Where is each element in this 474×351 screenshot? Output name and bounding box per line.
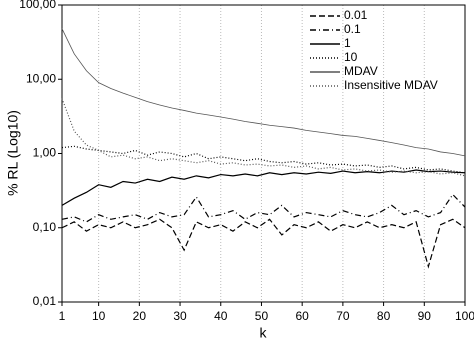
y-tick-label: 100,00 bbox=[19, 0, 56, 11]
y-tick-label: 0,01 bbox=[33, 294, 57, 308]
legend-label: 0.01 bbox=[344, 8, 368, 22]
legend-label: 10 bbox=[344, 50, 358, 64]
y-tick-label: 1,00 bbox=[33, 146, 57, 160]
x-tick-label: 1 bbox=[59, 309, 66, 323]
series-line bbox=[61, 169, 466, 206]
x-tick-label: 60 bbox=[295, 309, 309, 323]
plot-frame bbox=[61, 4, 466, 303]
x-tick-label: 70 bbox=[336, 309, 350, 323]
y-axis-label: % RL (Log10) bbox=[5, 110, 21, 196]
x-tick-label: 100 bbox=[455, 309, 474, 323]
series-line bbox=[61, 218, 466, 269]
y-tick-label: 0,10 bbox=[33, 220, 57, 234]
x-tick-label: 30 bbox=[173, 309, 187, 323]
y-tick-label: 10,00 bbox=[26, 71, 56, 85]
x-axis-label: k bbox=[260, 325, 268, 341]
x-tick-label: 40 bbox=[214, 309, 228, 323]
series-line bbox=[61, 193, 466, 223]
legend-label: MDAV bbox=[344, 64, 378, 78]
legend-label: Insensitive MDAV bbox=[344, 78, 438, 92]
legend-label: 1 bbox=[344, 36, 351, 50]
x-tick-label: 90 bbox=[418, 309, 432, 323]
x-tick-label: 10 bbox=[92, 309, 106, 323]
series-line bbox=[61, 28, 466, 157]
legend-label: 0.1 bbox=[344, 22, 361, 36]
x-tick-label: 20 bbox=[133, 309, 147, 323]
series-line bbox=[61, 98, 466, 177]
x-tick-label: 50 bbox=[255, 309, 269, 323]
series-line bbox=[61, 145, 466, 174]
x-tick-label: 80 bbox=[377, 309, 391, 323]
